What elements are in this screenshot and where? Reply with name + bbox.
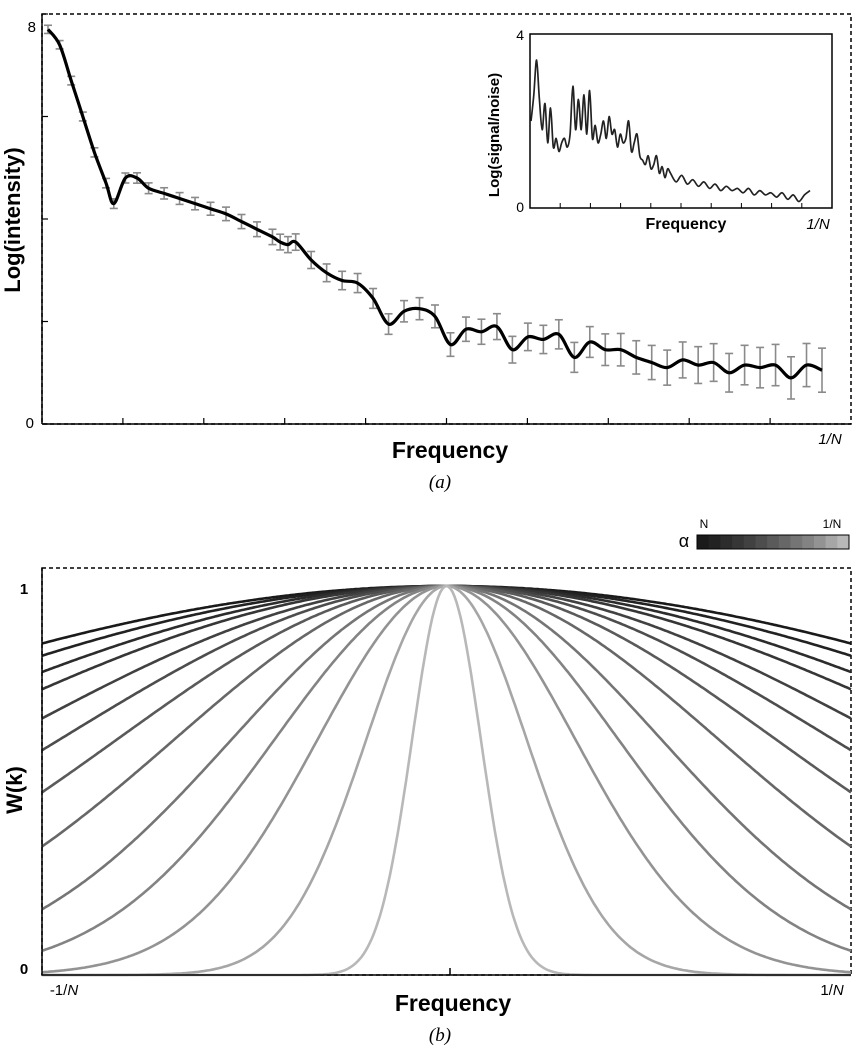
w-curve-5 [41,584,852,720]
alpha-legend-symbol: α [679,531,689,551]
w-curve-7 [41,584,852,794]
panel-b-y-tick-label-bottom: 0 [20,961,28,978]
panel-a-y-tick-label-bottom: 0 [26,415,34,432]
alpha-legend-swatch [790,535,803,549]
panel-a-y-tick-label-top: 8 [28,19,36,36]
panel-a-intensity-line [46,28,823,380]
w-curve-2 [41,584,852,657]
panel-b-y-tick-label-top: 1 [20,581,28,598]
alpha-legend-swatch [802,535,815,549]
caption-b: (b) [429,1025,451,1046]
caption-a: (a) [429,472,451,493]
alpha-legend: α N 1/N [679,517,850,551]
inset-signal-noise-line [530,59,811,203]
w-curve-11 [41,584,852,974]
panel-a-x-end-label: 1/N [818,431,842,448]
alpha-legend-swatch [825,535,838,549]
inset-x-end-label: 1/N [806,216,830,233]
w-curve-6 [41,584,852,752]
alpha-legend-swatch [837,535,850,549]
w-curve-4 [41,584,852,691]
alpha-legend-swatch [767,535,780,549]
inset-y-axis-label: Log(signal/noise) [486,73,503,197]
w-curve-12 [42,584,851,977]
panel-b-x-axis-label: Frequency [395,990,512,1016]
alpha-legend-swatch [708,535,721,549]
w-curve-8 [41,584,852,848]
alpha-legend-swatch [778,535,792,549]
w-curve-13 [42,584,851,977]
panel-b-y-axis-label: W(k) [2,766,27,814]
inset-y-tick-label-top: 4 [516,27,524,43]
panel-b: α N 1/N 1 0 W(k) Frequency -1/N 1/N [2,517,852,1016]
inset-x-axis-label: Frequency [646,216,727,233]
alpha-legend-right-label: 1/N [823,517,842,531]
alpha-legend-swatch [720,535,733,549]
panel-b-x-tick-label-left: -1/N [50,982,79,999]
alpha-legend-swatches [697,535,850,549]
inset-x-ticks [559,203,803,208]
panel-b-x-tick-label-right: 1/N [820,982,844,999]
alpha-legend-frame [696,534,850,550]
alpha-legend-swatch [813,535,827,549]
panel-a-x-ticks [122,418,771,424]
panel-b-curves [41,584,852,977]
alpha-legend-swatch [732,535,745,549]
panel-a-y-axis-label: Log(intensity) [0,147,25,292]
alpha-legend-swatch [743,535,756,549]
inset: 4 0 Log(signal/noise) Frequency 1/N [486,27,833,233]
panel-a: 8 0 Log(intensity) Frequency 1/N 4 0 Log… [0,13,852,463]
inset-y-tick-label-bottom: 0 [516,199,524,215]
panel-a-x-axis-label: Frequency [392,437,509,463]
panel-b-frame [41,567,852,976]
alpha-legend-left-label: N [700,517,709,531]
panel-a-y-ticks [42,13,48,425]
alpha-legend-swatch [697,535,710,549]
alpha-legend-swatch [755,535,768,549]
w-curve-1 [41,584,852,645]
